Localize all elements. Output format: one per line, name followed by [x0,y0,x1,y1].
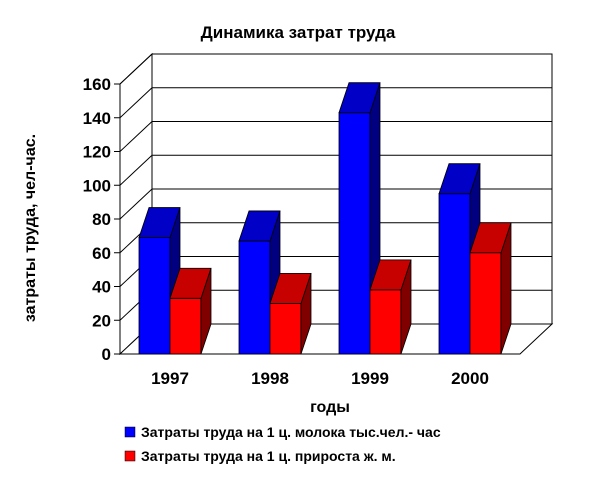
bar-front [169,297,202,355]
gridline [119,154,552,186]
y-tick-label: 160 [83,75,111,94]
y-tick-label: 100 [83,176,111,195]
x-tick-label: 2000 [451,369,489,388]
x-tick-label: 1999 [351,369,389,388]
legend-label: Затраты труда на 1 ц. прироста ж. м. [141,448,396,464]
bar-front [238,240,271,355]
legend-swatch [124,426,136,438]
bar [138,207,181,355]
bar-front [138,237,171,355]
bar [369,259,412,355]
x-tick-label: 1998 [251,369,289,388]
y-tick-label: 140 [83,109,111,128]
chart-title: Динамика затрат труда [201,23,396,42]
bar [269,272,312,355]
bar [238,210,281,355]
legend: Затраты труда на 1 ц. молока тыс.чел.- ч… [124,424,441,464]
gridline [119,121,552,152]
bar-top [469,222,512,254]
bar-top [338,82,381,114]
x-axis-label: годы [310,399,350,416]
y-tick-label: 120 [83,143,111,162]
x-tick-label: 1997 [151,369,189,388]
bar-top [169,267,212,299]
legend-label: Затраты труда на 1 ц. молока тыс.чел.- ч… [141,424,441,440]
bar-top [438,163,481,195]
bar [469,222,512,355]
y-tick-label: 0 [102,345,111,364]
y-tick-label: 80 [92,210,111,229]
bar-front [338,112,371,355]
bar-front [369,289,402,355]
gridline [119,188,552,220]
plot-area: 0 20 40 60 80 100 120 140 160 1997 1998 1999 2000 [83,52,554,388]
bar-front [469,252,502,355]
y-axis-label: затраты труда, чел-час. [22,134,39,322]
y-tick-label: 60 [92,244,111,263]
bar [169,267,212,355]
gridline [119,87,552,119]
bar-front [269,302,302,355]
y-tick-label: 20 [92,311,111,330]
gridline [119,53,552,85]
bar-front [438,193,471,355]
bar-top [138,207,181,238]
bar-top [269,272,312,304]
bar-top [369,259,412,291]
legend-swatch [124,450,136,462]
bar-top [238,210,281,242]
y-tick-label: 40 [92,278,111,297]
